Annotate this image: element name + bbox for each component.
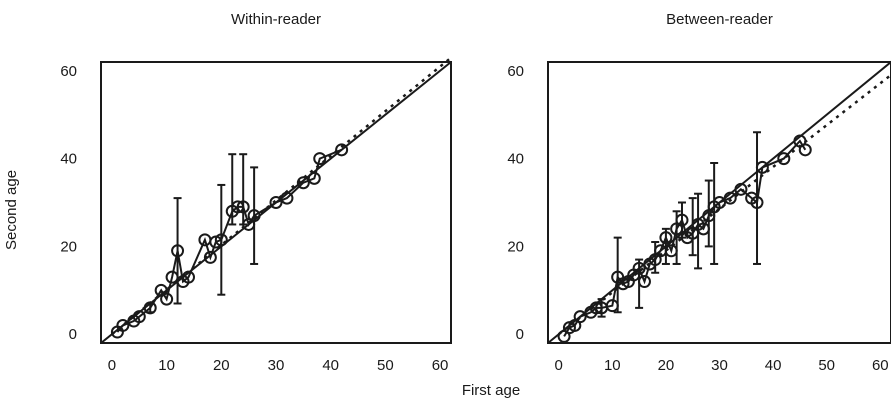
data-point xyxy=(750,196,764,209)
data-point xyxy=(296,176,310,190)
plot-area xyxy=(101,56,451,343)
data-point xyxy=(632,261,646,275)
data-point xyxy=(247,209,261,223)
data-point xyxy=(165,270,179,284)
y-axis-label: Second age xyxy=(3,170,20,250)
data-point xyxy=(777,152,791,166)
error-bar xyxy=(173,197,182,305)
data-point xyxy=(659,231,673,245)
data-point xyxy=(160,292,174,306)
x-tick-label: 60 xyxy=(432,357,449,374)
x-axis-label: First age xyxy=(462,382,520,399)
error-bar xyxy=(704,179,713,248)
data-point xyxy=(335,143,349,157)
x-tick-label: 30 xyxy=(711,357,728,374)
x-tick-label: 20 xyxy=(213,357,230,374)
y-tick-label: 60 xyxy=(507,63,524,80)
y-tick-label: 40 xyxy=(60,151,77,168)
plot-area xyxy=(548,60,891,343)
data-point xyxy=(182,270,195,284)
y-tick-label: 0 xyxy=(69,326,77,343)
data-point xyxy=(755,160,769,174)
data-point xyxy=(675,213,689,227)
data-point xyxy=(734,182,748,196)
data-point xyxy=(605,299,619,313)
connecting-line xyxy=(116,148,342,333)
x-tick-label: 50 xyxy=(818,357,835,374)
panel-between-reader: Between-reader 0 10 20 30 40 50 60 0 20 40 60 xyxy=(507,11,891,374)
data-point xyxy=(307,171,321,185)
error-bar xyxy=(228,153,237,226)
data-point xyxy=(713,196,726,209)
chart-title: Between-reader xyxy=(666,11,773,28)
y-tick-label: 0 xyxy=(516,326,524,343)
y-tick-label: 40 xyxy=(507,151,524,168)
error-bar xyxy=(250,166,259,265)
x-tick-label: 20 xyxy=(658,357,675,374)
data-point xyxy=(171,244,185,258)
y-tick-label: 20 xyxy=(60,238,77,255)
x-tick-label: 0 xyxy=(108,357,116,374)
data-point xyxy=(269,196,283,209)
plot-frame xyxy=(547,61,891,344)
x-tick-label: 40 xyxy=(765,357,782,374)
y-tick-label: 20 xyxy=(507,238,524,255)
data-point xyxy=(116,318,130,332)
data-point xyxy=(637,275,651,289)
data-point xyxy=(214,233,228,247)
plot-frame xyxy=(100,61,452,344)
data-point xyxy=(573,310,587,324)
x-tick-label: 0 xyxy=(555,357,563,374)
data-point xyxy=(696,222,710,236)
data-point xyxy=(203,250,217,264)
data-point xyxy=(132,310,146,324)
chart-title: Within-reader xyxy=(231,11,321,28)
data-point xyxy=(280,191,294,205)
x-tick-label: 10 xyxy=(604,357,621,374)
y-tick-label: 60 xyxy=(60,63,77,80)
data-point xyxy=(589,301,603,315)
data-point xyxy=(313,152,327,166)
data-point xyxy=(231,200,245,214)
error-bar xyxy=(613,236,622,314)
error-bar xyxy=(661,227,670,265)
x-tick-label: 30 xyxy=(268,357,285,374)
data-point xyxy=(143,301,157,315)
x-tick-label: 50 xyxy=(377,357,394,374)
data-point xyxy=(664,244,678,258)
panel-within-reader: Within-reader 0 10 20 30 40 50 60 0 20 40 60 xyxy=(60,11,452,374)
x-tick-label: 40 xyxy=(322,357,339,374)
data-point xyxy=(236,200,250,214)
x-tick-label: 10 xyxy=(158,357,175,374)
data-point xyxy=(723,191,737,205)
data-point xyxy=(798,143,812,157)
x-tick-label: 60 xyxy=(872,357,889,374)
